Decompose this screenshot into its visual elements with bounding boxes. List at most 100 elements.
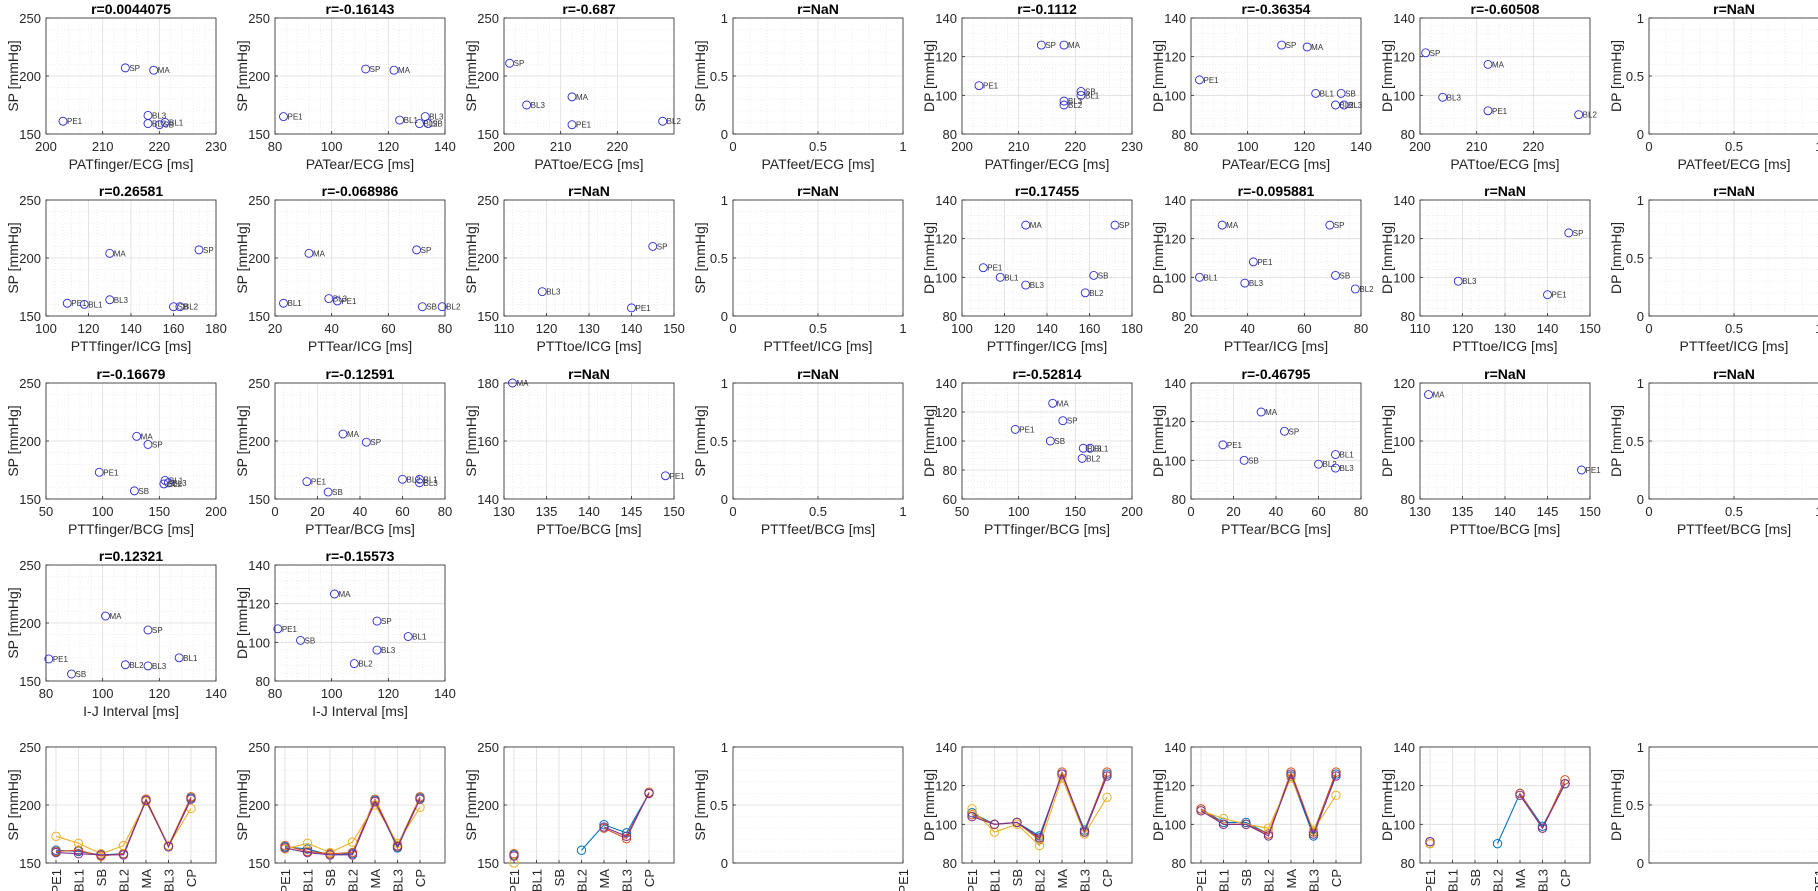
- scatter-point: [101, 611, 110, 621]
- point-label: BL3: [1030, 281, 1045, 290]
- y-tick-label: 140: [935, 740, 957, 755]
- y-tick-label: 150: [19, 674, 41, 689]
- point-label: BL3: [152, 111, 167, 120]
- point-label: PE1: [53, 655, 69, 664]
- subplot-2-7: 0 0.5 1 0 0.5 1 r=NaN PTTfeet/BCG [ms] DP [mmHg]: [1608, 366, 1818, 537]
- y-tick-label: 1: [721, 11, 728, 26]
- x-tick-label: 0.5: [1725, 504, 1743, 519]
- scatter-point: [296, 635, 305, 645]
- point-label: BL3: [429, 113, 444, 122]
- series-marker-0: [576, 845, 587, 855]
- subplot-title: r=-0.60508: [1471, 1, 1540, 17]
- category-label: BL3: [1307, 869, 1322, 891]
- series-marker-3: [118, 850, 129, 860]
- category-label: BL3: [162, 869, 177, 891]
- scatter-point: [330, 589, 339, 599]
- y-tick-label: 0: [1637, 856, 1644, 871]
- series-line-2: [284, 803, 421, 854]
- scatter-point: [417, 302, 427, 312]
- point-label: BL2: [1086, 454, 1101, 463]
- axes-box: [1190, 746, 1362, 864]
- category-label: BL2: [117, 869, 132, 891]
- y-tick-label: 80: [943, 856, 957, 871]
- y-tick-label: 1: [1637, 740, 1644, 755]
- series-marker-3: [1560, 779, 1570, 789]
- point-label: PE1: [282, 625, 298, 634]
- y-tick-label: 200: [248, 69, 270, 84]
- scatter-point: [567, 92, 577, 102]
- scatter-point: [149, 65, 159, 75]
- point-label: MA: [313, 249, 326, 258]
- scatter-point: [415, 119, 424, 129]
- scatter-point: [423, 119, 433, 129]
- point-label: SB: [1098, 271, 1109, 280]
- scatter-point: [143, 110, 153, 120]
- subplot-title: r=NaN: [1484, 366, 1526, 382]
- x-tick-label: 20: [1184, 321, 1198, 336]
- subplot-2-3: 0 0.5 1 0 0.5 1 r=NaN PTTfeet/BCG [ms] SP [mmHg]: [692, 366, 907, 537]
- point-label: PE1: [288, 113, 304, 122]
- scatter-point: [1077, 453, 1087, 463]
- y-tick-label: 250: [477, 193, 499, 208]
- scatter-point: [522, 100, 532, 110]
- point-label: SB: [138, 487, 149, 496]
- axes-box: [961, 17, 1133, 135]
- x-tick-label: 200: [1121, 504, 1143, 519]
- y-tick-label: 140: [935, 193, 957, 208]
- x-tick-label: 40: [353, 504, 367, 519]
- y-tick-label: 180: [477, 376, 499, 391]
- point-label: BL2: [1583, 111, 1598, 120]
- y-tick-label: 120: [935, 779, 957, 794]
- y-tick-label: 0.5: [1626, 434, 1644, 449]
- category-label: SB: [323, 869, 338, 886]
- x-tick-label: 140: [205, 686, 227, 701]
- point-label: MA: [1311, 43, 1324, 52]
- y-tick-label: 140: [1164, 376, 1186, 391]
- y-axis-label: SP [mmHg]: [463, 40, 479, 111]
- series-marker-2: [967, 804, 977, 814]
- point-label: BL1: [88, 300, 103, 309]
- x-tick-label: 120: [536, 321, 558, 336]
- y-axis-label: DP [mmHg]: [1608, 40, 1624, 112]
- subplot-1-1: 150 200 250 20 40 60 80 r=-0.068986 PTTear/ICG […: [234, 183, 461, 354]
- point-label: BL3: [1249, 279, 1264, 288]
- scatter-point: [163, 478, 173, 488]
- point-label: SP: [1119, 221, 1130, 230]
- x-tick-label: 130: [1494, 321, 1516, 336]
- x-axis-label: PTTtoe/BCG [ms]: [1450, 521, 1560, 537]
- category-label: PE1: [1812, 869, 1818, 891]
- series-marker-2: [1102, 792, 1112, 802]
- category-label: BL1: [72, 869, 87, 891]
- scatter-point: [1059, 100, 1069, 110]
- subplot-3-0: 150 200 250 80 100 120 140 r=0.12321 I-J Interva…: [5, 548, 227, 719]
- point-label: BL1: [1094, 444, 1109, 453]
- x-tick-label: 210: [92, 139, 114, 154]
- y-axis-label: DP [mmHg]: [1150, 769, 1166, 841]
- point-label: SP: [657, 242, 668, 251]
- x-tick-label: 50: [955, 504, 969, 519]
- y-tick-label: 200: [19, 434, 41, 449]
- subplot-title: r=-0.16143: [326, 1, 395, 17]
- series-marker-3: [163, 842, 174, 852]
- subplot-title: r=-0.068986: [322, 183, 399, 199]
- x-axis-label: PATtoe/ECG [ms]: [1450, 156, 1559, 172]
- y-tick-label: 120: [1393, 232, 1415, 247]
- x-tick-label: 200: [1409, 139, 1431, 154]
- x-tick-label: 80: [39, 686, 53, 701]
- category-label: BL2: [1262, 869, 1277, 891]
- x-tick-label: 100: [951, 321, 973, 336]
- x-tick-label: 110: [494, 321, 515, 336]
- scatter-point: [395, 115, 405, 125]
- point-label: BL1: [1085, 91, 1100, 100]
- series-marker-3: [73, 849, 84, 859]
- y-tick-label: 200: [477, 251, 499, 266]
- scatter-point: [174, 653, 184, 663]
- y-axis-label: DP [mmHg]: [921, 405, 937, 477]
- subplot-2-4: 60 80 100 120 140 50 100 150 200 r=-0.52814 PTTfin…: [921, 366, 1143, 537]
- x-axis-label: PTTfeet/BCG [ms]: [1677, 521, 1791, 537]
- series-marker-3: [1308, 829, 1319, 839]
- y-tick-label: 120: [935, 50, 957, 65]
- scatter-point: [415, 478, 424, 488]
- y-axis-label: DP [mmHg]: [1150, 405, 1166, 477]
